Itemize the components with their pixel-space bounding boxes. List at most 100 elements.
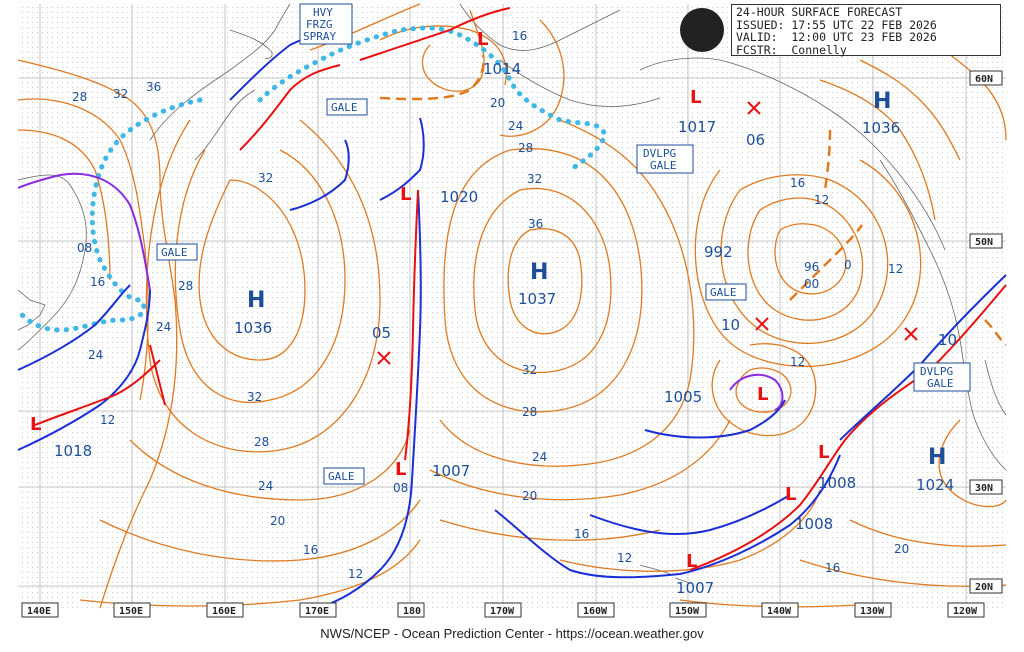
footer-credit: NWS/NCEP - Ocean Prediction Center - htt… bbox=[320, 626, 704, 641]
svg-text:16: 16 bbox=[303, 543, 318, 557]
svg-text:SPRAY: SPRAY bbox=[303, 30, 336, 43]
svg-text:H: H bbox=[530, 260, 548, 285]
svg-text:1007: 1007 bbox=[676, 579, 714, 597]
svg-text:36: 36 bbox=[146, 80, 161, 94]
low-symbols: L L L L L L L L L bbox=[30, 29, 829, 572]
svg-text:GALE: GALE bbox=[161, 246, 188, 259]
svg-text:L: L bbox=[400, 184, 411, 205]
svg-text:130W: 130W bbox=[860, 606, 885, 617]
svg-text:1014: 1014 bbox=[483, 60, 521, 78]
svg-text:L: L bbox=[30, 414, 41, 435]
svg-text:96: 96 bbox=[804, 260, 819, 274]
svg-text:L: L bbox=[686, 551, 697, 572]
isobar-labels: 28 32 36 32 28 24 24 20 16 12 08 16 20 2… bbox=[72, 29, 909, 581]
svg-text:10: 10 bbox=[721, 316, 740, 334]
forecast-header-box: 24-HOUR SURFACE FORECAST ISSUED: 17:55 UT… bbox=[731, 4, 1001, 56]
svg-text:DVLPG: DVLPG bbox=[920, 365, 953, 378]
svg-text:60N: 60N bbox=[975, 74, 993, 85]
svg-text:992: 992 bbox=[704, 243, 733, 261]
svg-text:L: L bbox=[395, 459, 406, 480]
svg-text:28: 28 bbox=[72, 90, 87, 104]
svg-text:36: 36 bbox=[528, 217, 543, 231]
svg-text:05: 05 bbox=[372, 324, 391, 342]
svg-text:150W: 150W bbox=[675, 606, 700, 617]
future-position-labels: 06 05 10 10 bbox=[372, 131, 957, 349]
svg-text:06: 06 bbox=[746, 131, 765, 149]
svg-text:1017: 1017 bbox=[678, 118, 716, 136]
svg-text:1020: 1020 bbox=[440, 188, 478, 206]
svg-text:12: 12 bbox=[790, 355, 805, 369]
high-symbols: H H H H bbox=[247, 89, 946, 470]
svg-text:L: L bbox=[690, 87, 701, 108]
svg-text:1005: 1005 bbox=[664, 388, 702, 406]
svg-text:L: L bbox=[818, 442, 829, 463]
svg-text:28: 28 bbox=[522, 405, 537, 419]
svg-text:L: L bbox=[785, 484, 796, 505]
header-issued: ISSUED: 17:55 UTC 22 FEB 2026 bbox=[736, 17, 937, 32]
svg-text:10: 10 bbox=[938, 331, 957, 349]
svg-text:GALE: GALE bbox=[710, 286, 737, 299]
svg-text:12: 12 bbox=[617, 551, 632, 565]
svg-text:24: 24 bbox=[258, 479, 273, 493]
fronts bbox=[17, 7, 1007, 609]
svg-text:1008: 1008 bbox=[818, 474, 856, 492]
svg-text:32: 32 bbox=[258, 171, 273, 185]
svg-text:12: 12 bbox=[888, 262, 903, 276]
svg-text:140E: 140E bbox=[27, 606, 51, 617]
svg-text:20: 20 bbox=[270, 514, 285, 528]
svg-text:150E: 150E bbox=[119, 606, 143, 617]
svg-text:28: 28 bbox=[254, 435, 269, 449]
svg-text:1018: 1018 bbox=[54, 442, 92, 460]
svg-text:H: H bbox=[247, 288, 265, 313]
svg-text:28: 28 bbox=[518, 141, 533, 155]
noaa-logo bbox=[680, 8, 724, 52]
svg-text:32: 32 bbox=[527, 172, 542, 186]
troughs bbox=[379, 54, 1007, 346]
svg-text:24: 24 bbox=[156, 320, 171, 334]
svg-text:16: 16 bbox=[512, 29, 527, 43]
svg-text:12: 12 bbox=[100, 413, 115, 427]
svg-text:DVLPG: DVLPG bbox=[643, 147, 676, 160]
svg-text:16: 16 bbox=[90, 275, 105, 289]
svg-text:1007: 1007 bbox=[432, 462, 470, 480]
svg-text:GALE: GALE bbox=[650, 159, 677, 172]
svg-text:1036: 1036 bbox=[862, 119, 900, 137]
svg-text:24: 24 bbox=[532, 450, 547, 464]
svg-text:16: 16 bbox=[574, 527, 589, 541]
svg-text:GALE: GALE bbox=[927, 377, 954, 390]
svg-text:120W: 120W bbox=[953, 606, 978, 617]
svg-text:24: 24 bbox=[508, 119, 523, 133]
svg-text:20: 20 bbox=[522, 489, 537, 503]
svg-text:GALE: GALE bbox=[331, 101, 358, 114]
longitude-labels: 140E 150E 160E 170E 180 170W 160W 150W 1… bbox=[21, 602, 985, 618]
svg-text:L: L bbox=[757, 384, 768, 405]
svg-text:20: 20 bbox=[490, 96, 505, 110]
svg-text:16: 16 bbox=[825, 561, 840, 575]
svg-text:32: 32 bbox=[247, 390, 262, 404]
svg-text:28: 28 bbox=[178, 279, 193, 293]
header-valid: VALID: 12:00 UTC 23 FEB 2026 bbox=[736, 30, 937, 44]
svg-text:32: 32 bbox=[113, 87, 128, 101]
svg-text:H: H bbox=[873, 89, 891, 114]
svg-text:L: L bbox=[477, 29, 488, 50]
header-title: 24-HOUR SURFACE FORECAST bbox=[736, 5, 903, 19]
svg-text:170W: 170W bbox=[490, 606, 515, 617]
svg-text:180: 180 bbox=[403, 606, 421, 617]
svg-text:12: 12 bbox=[348, 567, 363, 581]
svg-text:FRZG: FRZG bbox=[306, 18, 333, 31]
warning-boxes: HVY FRZG SPRAY GALE GALE GALE GALE DVLPG… bbox=[156, 3, 971, 485]
graticule bbox=[18, 4, 1006, 608]
ice-edge bbox=[15, 25, 608, 333]
svg-text:32: 32 bbox=[522, 363, 537, 377]
svg-text:30N: 30N bbox=[975, 483, 993, 494]
svg-text:20N: 20N bbox=[975, 582, 993, 593]
svg-text:24: 24 bbox=[88, 348, 103, 362]
svg-text:1024: 1024 bbox=[916, 476, 954, 494]
pressure-values: 1036 1037 1036 1024 1020 1014 1017 992 1… bbox=[54, 60, 954, 597]
header-forecaster: FCSTR: Connelly bbox=[736, 42, 847, 57]
svg-text:1037: 1037 bbox=[518, 290, 556, 308]
svg-text:140W: 140W bbox=[767, 606, 792, 617]
svg-text:GALE: GALE bbox=[328, 470, 355, 483]
